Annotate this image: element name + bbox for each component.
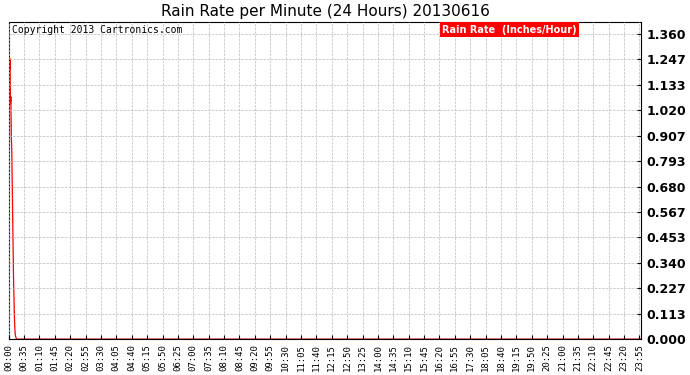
Title: Rain Rate per Minute (24 Hours) 20130616: Rain Rate per Minute (24 Hours) 20130616 bbox=[161, 4, 489, 19]
Text: Copyright 2013 Cartronics.com: Copyright 2013 Cartronics.com bbox=[12, 25, 182, 35]
Text: Rain Rate  (Inches/Hour): Rain Rate (Inches/Hour) bbox=[442, 25, 577, 35]
